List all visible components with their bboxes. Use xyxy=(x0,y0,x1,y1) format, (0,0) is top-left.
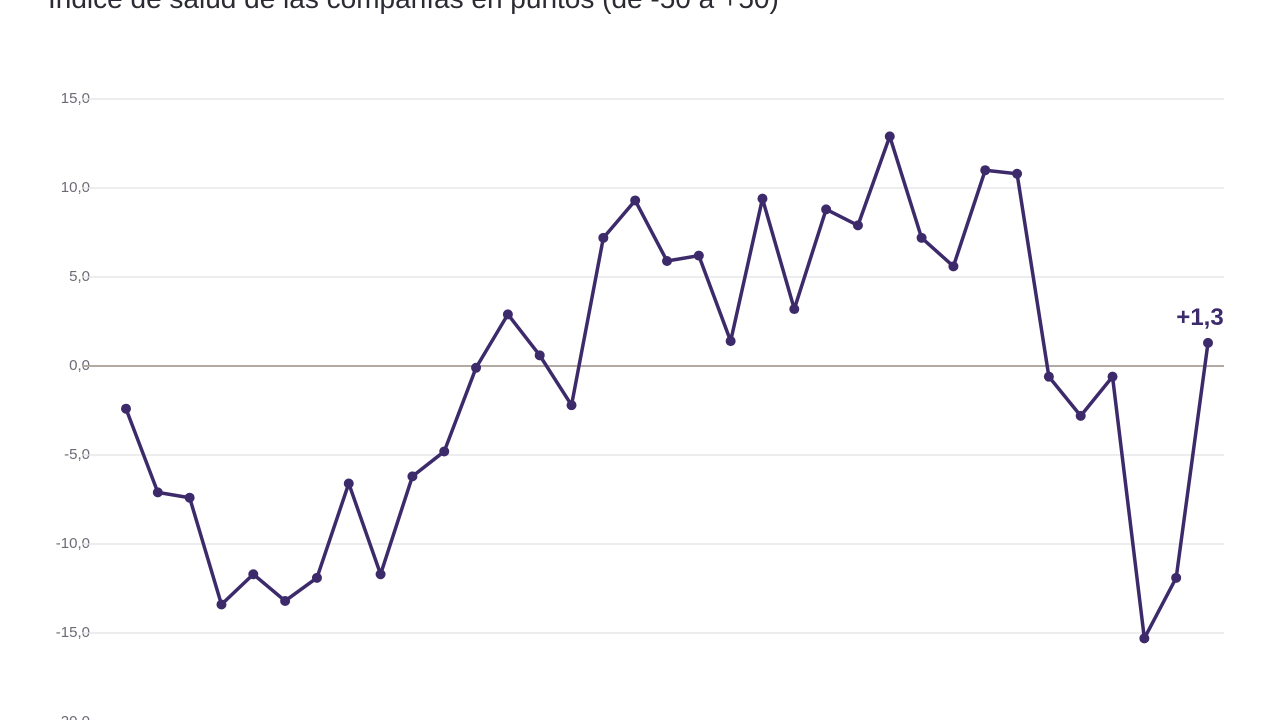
point xyxy=(1171,572,1182,583)
point xyxy=(1203,337,1213,348)
point xyxy=(916,232,927,243)
point xyxy=(852,220,863,231)
point xyxy=(980,165,991,176)
point xyxy=(1012,168,1023,179)
y-tick-label: -10,0 xyxy=(56,535,90,552)
point xyxy=(1107,371,1118,382)
point xyxy=(407,471,418,482)
point xyxy=(1075,410,1086,421)
point xyxy=(375,569,386,580)
point xyxy=(184,492,195,503)
y-tick-label: 15,0 xyxy=(61,90,90,107)
point xyxy=(311,572,322,583)
point xyxy=(757,193,768,204)
value-label: +1,3 xyxy=(1176,304,1223,331)
y-tick-label: -5,0 xyxy=(64,446,90,463)
point xyxy=(566,400,577,411)
line xyxy=(124,134,1210,641)
point xyxy=(789,304,800,315)
point xyxy=(598,232,609,243)
point xyxy=(121,403,131,414)
point xyxy=(534,350,545,361)
chart-title: Índice de salud de las compañías en punt… xyxy=(48,0,779,14)
point xyxy=(343,478,354,489)
y-tick-label: -15,0 xyxy=(56,624,90,641)
point xyxy=(725,336,736,347)
y-tick-label: 5,0 xyxy=(69,268,90,285)
point xyxy=(1139,633,1150,644)
point xyxy=(248,569,259,580)
point xyxy=(502,309,513,320)
point xyxy=(1043,371,1054,382)
point xyxy=(471,362,482,373)
point xyxy=(216,599,227,610)
point xyxy=(662,255,672,266)
point xyxy=(280,595,291,606)
y-tick-label: 0,0 xyxy=(69,357,90,374)
y-tick-label: -20,0 xyxy=(56,713,90,720)
point xyxy=(884,131,895,142)
point xyxy=(948,261,959,272)
point xyxy=(152,487,163,498)
point xyxy=(821,204,832,215)
point xyxy=(693,250,704,261)
point xyxy=(439,446,450,457)
point xyxy=(630,195,641,206)
y-tick-label: 10,0 xyxy=(61,179,90,196)
